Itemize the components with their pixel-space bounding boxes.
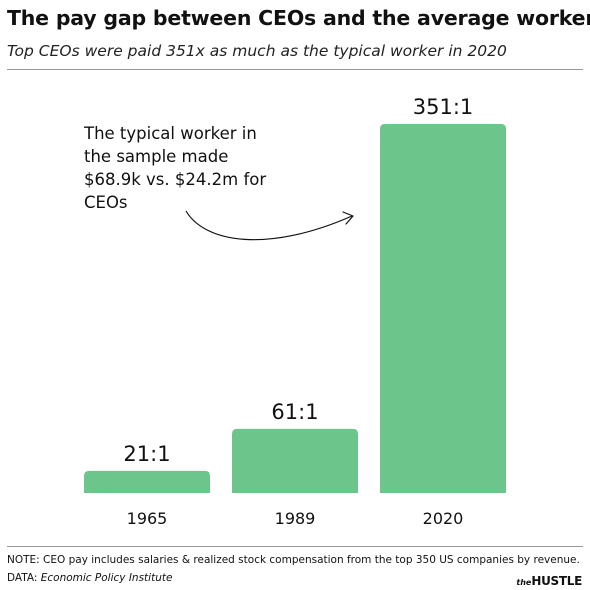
bar-2020 — [380, 124, 506, 493]
bar-1989 — [232, 428, 358, 493]
source-label: DATA: — [7, 572, 38, 584]
brand-name: HUSTLE — [531, 574, 582, 588]
chart-title: The pay gap between CEOs and the average… — [7, 6, 590, 30]
bar-1965 — [84, 470, 210, 493]
chart-annotation: The typical worker in the sample made $6… — [84, 124, 267, 212]
source-line: DATA: Economic Policy Institute — [7, 572, 172, 584]
data-label-1965: 21:1 — [123, 442, 170, 466]
header-divider — [7, 69, 583, 70]
annotation-arrow — [185, 210, 353, 241]
annotation-arrowhead-icon — [342, 211, 354, 225]
brand-prefix: the — [516, 578, 532, 587]
bar-chart: 21:1 1965 61:1 1989 351:1 2020 — [84, 95, 506, 528]
footer-divider — [7, 546, 583, 547]
x-tick-label-2020: 2020 — [423, 509, 464, 528]
brand-logo: theHUSTLE — [516, 570, 582, 589]
data-label-1989: 61:1 — [271, 400, 318, 424]
source-name: Economic Policy Institute — [40, 572, 173, 584]
data-label-2020: 351:1 — [413, 95, 474, 119]
chart-subtitle: Top CEOs were paid 351x as much as the t… — [7, 42, 507, 60]
x-tick-label-1965: 1965 — [127, 509, 168, 528]
x-tick-label-1989: 1989 — [275, 509, 316, 528]
footnote: NOTE: CEO pay includes salaries & realiz… — [7, 554, 580, 566]
